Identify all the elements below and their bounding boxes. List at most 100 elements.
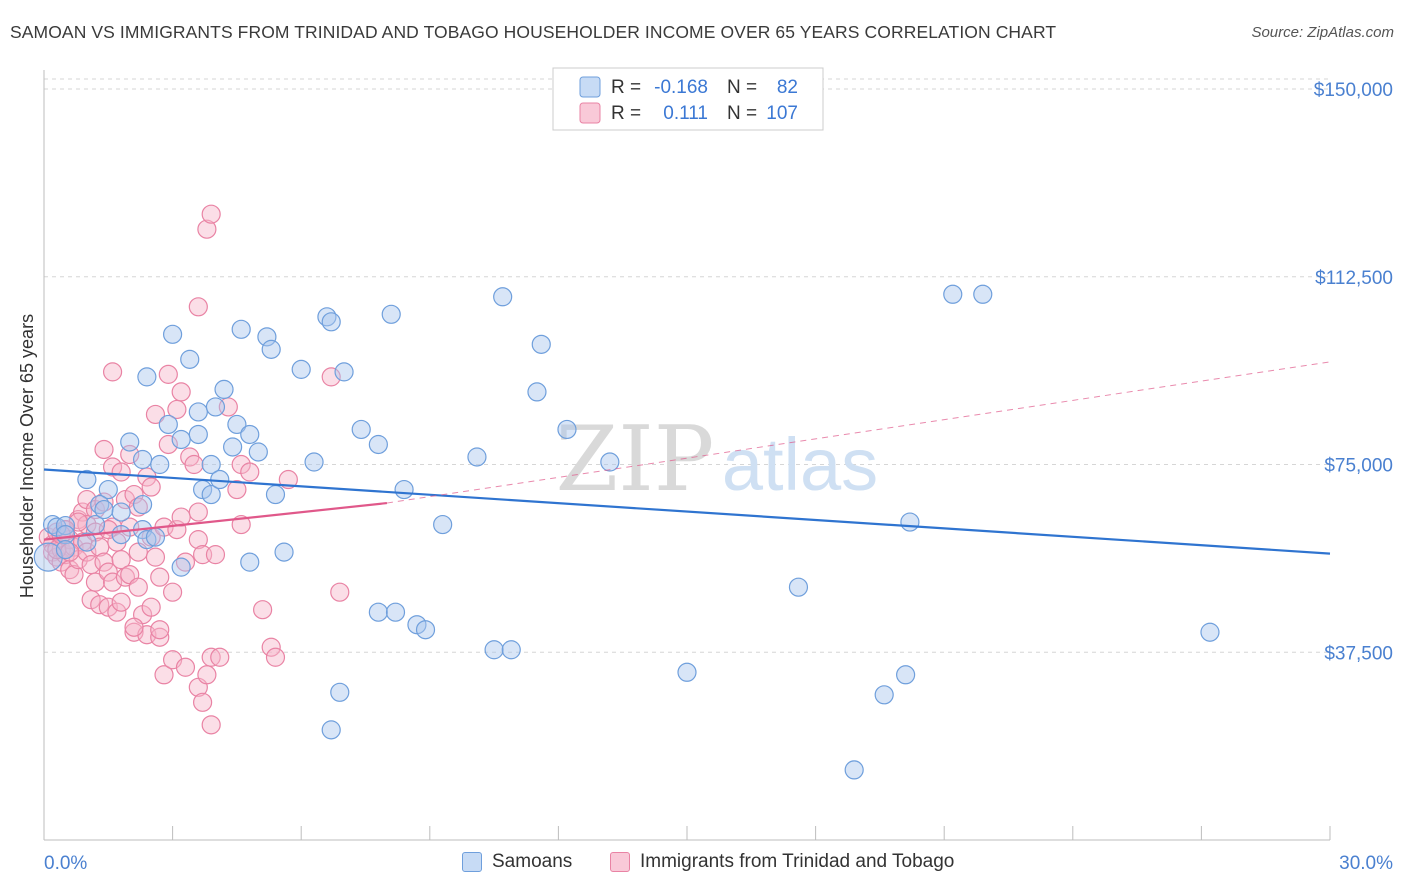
samoans-point-65 bbox=[600, 452, 620, 472]
trinidad-point-39 bbox=[111, 592, 131, 612]
trinidad-point-85 bbox=[227, 479, 247, 500]
legend-r-value-1: 0.111 bbox=[663, 103, 708, 124]
samoans-point-11 bbox=[111, 502, 131, 522]
samoans-point-49 bbox=[351, 419, 371, 440]
samoans-point-35 bbox=[227, 414, 247, 435]
samoans-point-70 bbox=[896, 665, 916, 685]
trend-line-samoans bbox=[43, 468, 1331, 555]
trinidad-point-81 bbox=[201, 715, 221, 735]
trinidad-point-65 bbox=[163, 582, 183, 602]
trinidad-label: Immigrants from Trinidad and Tobago bbox=[640, 851, 955, 872]
legend-n-value-0: 82 bbox=[777, 77, 798, 98]
legend-r-label-1: R = bbox=[611, 103, 641, 124]
samoans-point-13 bbox=[132, 494, 153, 515]
trinidad-point-83 bbox=[210, 647, 230, 667]
bottom-legend: Samoans Immigrants from Trinidad and Tob… bbox=[0, 851, 1406, 879]
y-tick-label-1: $75,000 bbox=[1324, 456, 1393, 477]
samoans-point-68 bbox=[844, 760, 864, 780]
samoans-point-58 bbox=[467, 447, 487, 467]
watermark-zip: ZIP bbox=[556, 407, 715, 512]
trinidad-point-71 bbox=[175, 657, 196, 677]
trinidad-point-93 bbox=[321, 367, 341, 387]
samoans-swatch bbox=[462, 852, 482, 872]
samoans-point-12 bbox=[111, 524, 131, 545]
trinidad-point-90 bbox=[261, 637, 281, 657]
legend-swatch-samoans bbox=[579, 76, 601, 98]
x-tick-label-0: 0.0% bbox=[44, 853, 87, 874]
samoans-point-3 bbox=[55, 524, 76, 545]
trinidad-point-73 bbox=[184, 454, 204, 475]
samoans-point-44 bbox=[291, 359, 311, 379]
trinidad-point-97 bbox=[201, 204, 221, 224]
trinidad-swatch bbox=[610, 852, 630, 872]
samoans-point-72 bbox=[943, 284, 963, 304]
series-trinidad-points bbox=[38, 204, 350, 735]
trinidad-point-74 bbox=[188, 502, 208, 522]
samoans-point-34 bbox=[223, 437, 243, 457]
trinidad-point-63 bbox=[158, 434, 178, 455]
trinidad-point-61 bbox=[145, 404, 166, 425]
trinidad-point-88 bbox=[240, 462, 260, 482]
samoans-point-76 bbox=[321, 720, 341, 740]
samoans-point-54 bbox=[385, 602, 406, 622]
trinidad-point-55 bbox=[141, 597, 161, 617]
samoans-point-45 bbox=[304, 452, 324, 472]
samoans-label: Samoans bbox=[492, 851, 573, 872]
legend-n-label-0: N = bbox=[727, 77, 757, 98]
samoans-point-43 bbox=[240, 552, 260, 572]
samoans-point-33 bbox=[214, 379, 234, 400]
samoans-point-47 bbox=[321, 312, 341, 332]
trinidad-point-49 bbox=[128, 577, 148, 597]
y-tick-label-3: $150,000 bbox=[1314, 80, 1393, 101]
samoans-point-69 bbox=[874, 685, 894, 705]
samoans-point-52 bbox=[394, 479, 414, 500]
samoans-point-60 bbox=[493, 287, 513, 307]
samoans-point-53 bbox=[368, 602, 388, 622]
samoans-point-4 bbox=[55, 540, 76, 560]
samoans-point-32 bbox=[205, 397, 226, 417]
trinidad-point-19 bbox=[77, 542, 97, 562]
samoans-point-20 bbox=[150, 454, 170, 475]
trinidad-point-32 bbox=[102, 572, 123, 592]
trinidad-point-68 bbox=[171, 382, 191, 402]
trinidad-point-53 bbox=[141, 477, 161, 497]
trinidad-point-12 bbox=[64, 565, 84, 585]
legend-swatch-trinidad bbox=[579, 102, 601, 124]
trinidad-point-96 bbox=[197, 219, 217, 239]
samoans-point-75 bbox=[330, 682, 350, 702]
samoans-point-48 bbox=[334, 362, 354, 382]
samoans-point-27 bbox=[188, 424, 208, 445]
trinidad-point-56 bbox=[145, 547, 166, 567]
samoans-point-22 bbox=[171, 429, 191, 450]
samoans-point-large bbox=[33, 542, 63, 572]
bottom-legend-samoans: Samoans bbox=[462, 851, 572, 873]
trinidad-point-92 bbox=[278, 469, 298, 490]
axis-layer: $37,500 $75,000 $112,500 $150,000 0.0% 30.0% H… bbox=[17, 70, 1393, 874]
samoans-point-50 bbox=[368, 434, 388, 455]
trinidad-point-95 bbox=[188, 297, 208, 317]
trinidad-point-62 bbox=[150, 620, 170, 640]
trinidad-point-89 bbox=[253, 600, 273, 620]
trinidad-point-37 bbox=[111, 462, 131, 482]
samoans-point-63 bbox=[531, 334, 551, 354]
grid-layer bbox=[44, 78, 1330, 653]
x-tick-label-1: 30.0% bbox=[1339, 853, 1393, 874]
samoans-point-10 bbox=[94, 499, 114, 520]
samoans-point-16 bbox=[145, 527, 166, 547]
samoans-point-6 bbox=[77, 532, 97, 552]
samoans-point-67 bbox=[788, 577, 809, 597]
samoans-point-38 bbox=[248, 442, 268, 462]
trinidad-point-35 bbox=[94, 439, 114, 460]
samoans-point-7 bbox=[77, 469, 97, 490]
samoans-point-25 bbox=[180, 349, 200, 369]
trinidad-point-94 bbox=[330, 582, 350, 602]
trinidad-point-78 bbox=[193, 692, 213, 712]
trend-lines bbox=[43, 361, 1331, 555]
samoans-point-41 bbox=[265, 484, 286, 505]
trend-line-trinidad-extended bbox=[386, 361, 1331, 504]
samoans-point-56 bbox=[415, 620, 436, 640]
trinidad-point-58 bbox=[150, 627, 170, 647]
samoans-point-59 bbox=[484, 640, 504, 660]
samoans-point-71 bbox=[900, 512, 920, 532]
samoans-point-64 bbox=[557, 419, 577, 440]
